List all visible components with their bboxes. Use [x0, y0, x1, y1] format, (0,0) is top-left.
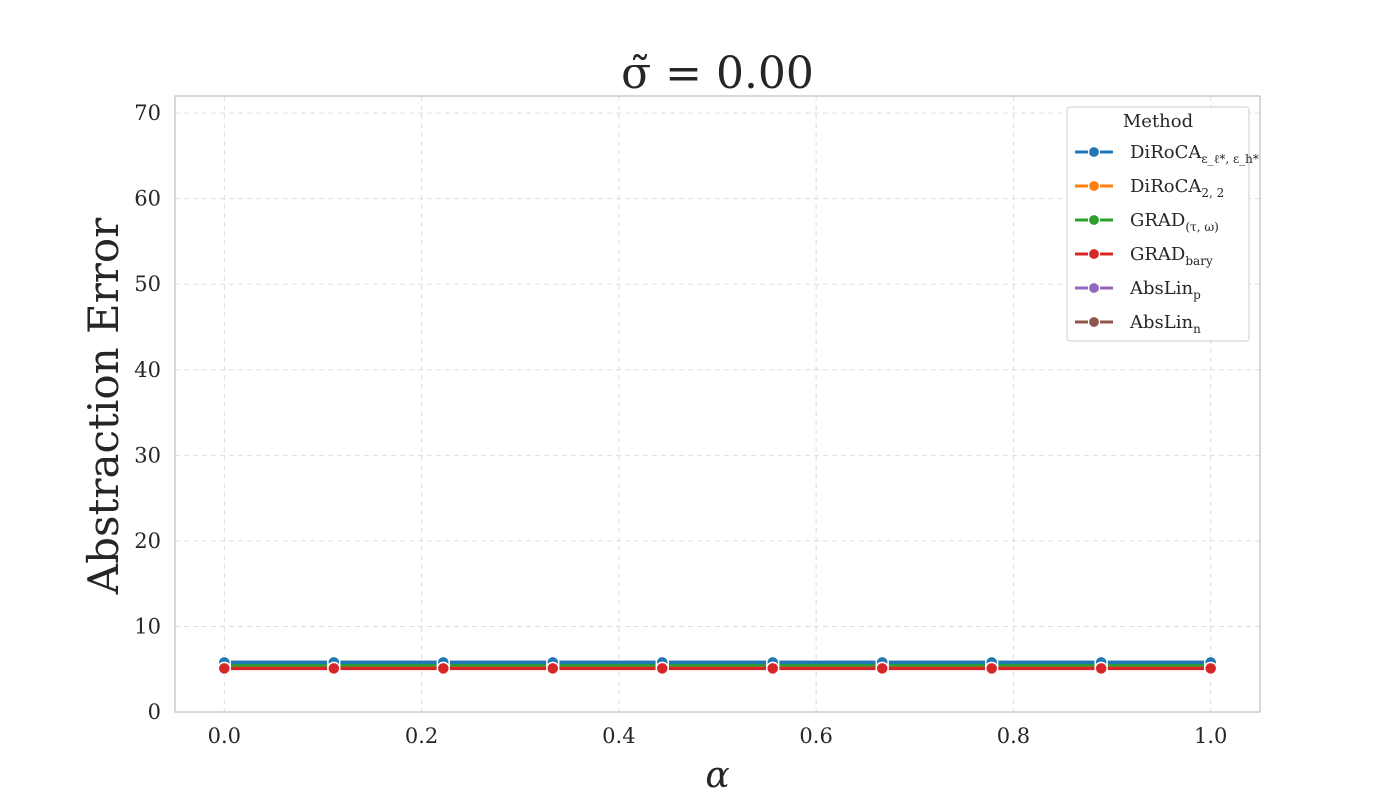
plot-frame [174, 95, 1261, 713]
x-tick-label: 0.8 [997, 724, 1030, 748]
legend-label: DiRoCAε_ℓ*, ε_h* [1130, 142, 1259, 166]
y-tick-label: 30 [134, 443, 161, 467]
y-axis-label: Abstraction Error [79, 217, 128, 595]
legend-swatch-marker [1087, 179, 1101, 193]
data-point [1094, 661, 1108, 676]
y-tick-label: 0 [148, 700, 161, 724]
x-tick-label: 0.6 [799, 724, 832, 748]
data-point [765, 661, 780, 676]
y-tick-label: 50 [134, 272, 161, 296]
legend-label-subscript: (τ, ω) [1185, 220, 1218, 234]
legend-swatch-marker [1087, 247, 1101, 261]
x-axis-label: α [705, 755, 729, 796]
legend-label-subscript: n [1193, 322, 1201, 336]
y-tick-label: 60 [134, 187, 161, 211]
legend-item: DiRoCAε_ℓ*, ε_h* [1075, 142, 1259, 166]
legend-label-subscript: p [1193, 288, 1201, 302]
series-layer [217, 655, 1218, 676]
legend-item: AbsLinn [1075, 312, 1201, 336]
legend-swatch-marker [1087, 315, 1101, 329]
data-point [1203, 661, 1218, 676]
x-tick-label: 1.0 [1194, 724, 1227, 748]
y-tick-label: 40 [134, 358, 161, 382]
data-point [217, 661, 232, 676]
data-point [984, 661, 999, 676]
legend: Method DiRoCAε_ℓ*, ε_h*DiRoCA2, 2GRAD(τ,… [1066, 106, 1259, 342]
x-tick-label: 0.0 [208, 724, 241, 748]
legend-label-subscript: ε_ℓ*, ε_h* [1201, 152, 1259, 166]
legend-title: Method [1123, 111, 1193, 132]
legend-swatch-marker [1087, 213, 1101, 227]
legend-label-subscript: bary [1185, 254, 1213, 268]
x-tick-label: 0.4 [602, 724, 635, 748]
chart-title: σ̃ = 0.00 [621, 48, 814, 99]
legend-label-subscript: 2, 2 [1201, 186, 1224, 200]
data-point [436, 661, 451, 676]
y-tick-label: 70 [134, 101, 161, 125]
y-tick-label: 10 [134, 614, 161, 638]
data-point [875, 661, 889, 676]
x-tick-label: 0.2 [405, 724, 438, 748]
series-grad-3 [217, 661, 1218, 676]
y-tick-label: 20 [134, 529, 161, 553]
legend-swatch-marker [1087, 145, 1101, 159]
data-point [327, 661, 341, 676]
data-point [546, 661, 560, 676]
legend-swatch-marker [1087, 281, 1101, 295]
legend-label: AbsLinp [1129, 278, 1201, 302]
tick-labels: 0.0 0.2 0.4 0.6 0.8 1.0 0 10 20 30 40 50 60 70 [134, 101, 1227, 748]
legend-box [1066, 106, 1250, 342]
legend-item: AbsLinp [1075, 278, 1201, 302]
data-point [655, 661, 670, 676]
legend-label: AbsLinn [1129, 312, 1201, 336]
